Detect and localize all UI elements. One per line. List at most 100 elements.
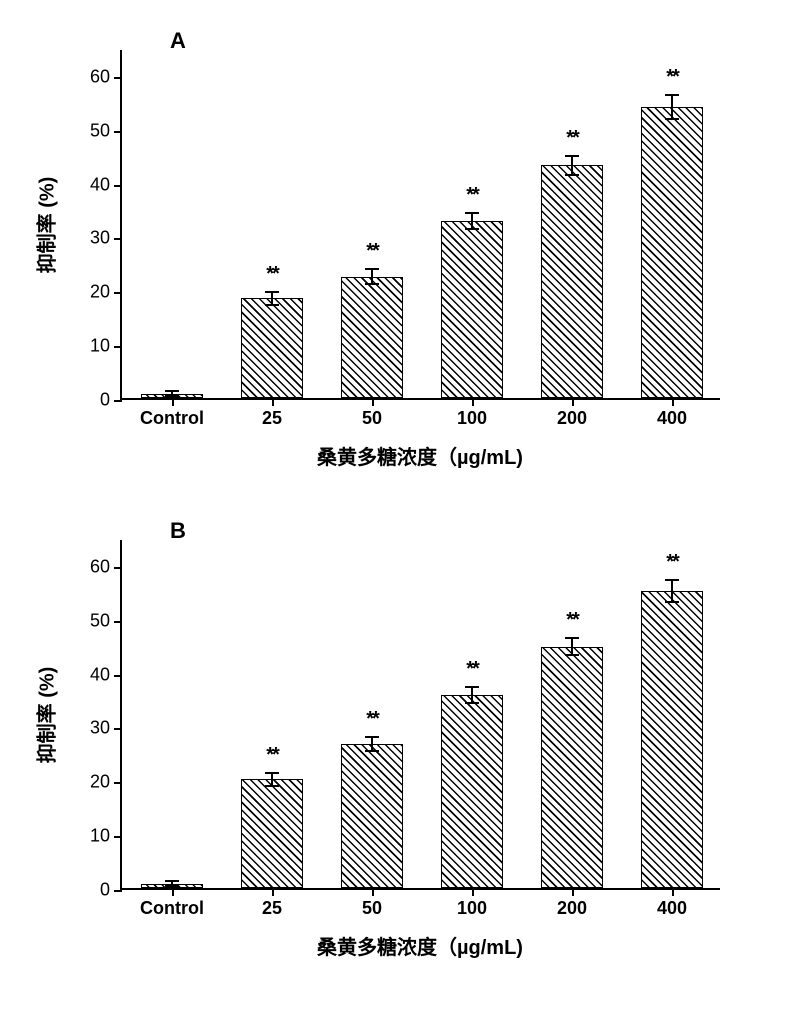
error-bar: [371, 269, 373, 284]
ylabel-A: 抑制率 (%): [31, 177, 60, 274]
bar-rect: [441, 221, 503, 398]
bar: **: [241, 298, 303, 398]
ylabel-B: 抑制率 (%): [31, 667, 60, 764]
error-cap-bottom: [265, 304, 279, 306]
error-cap-top: [565, 155, 579, 157]
xtick-label: Control: [140, 408, 204, 429]
error-cap-top: [265, 291, 279, 293]
xtick: [472, 888, 474, 896]
figure-container: A 0102030405060Control25**50**100**200**…: [20, 20, 774, 980]
error-cap-bottom: [165, 395, 179, 397]
ytick: [114, 292, 122, 294]
bar: **: [241, 779, 303, 888]
error-cap-top: [165, 880, 179, 882]
bar: [141, 394, 203, 398]
error-cap-bottom: [565, 654, 579, 656]
significance-marker: **: [466, 184, 478, 207]
error-cap-bottom: [365, 283, 379, 285]
error-bar: [571, 638, 573, 655]
bar: **: [641, 591, 703, 888]
ytick: [114, 890, 122, 892]
bar: **: [341, 744, 403, 888]
significance-marker: **: [366, 240, 378, 263]
plot-area-A: 0102030405060Control25**50**100**200**40…: [120, 50, 720, 400]
significance-marker: **: [566, 609, 578, 632]
significance-marker: **: [666, 551, 678, 574]
bar-rect: [341, 744, 403, 888]
error-cap-top: [665, 94, 679, 96]
xtick: [372, 888, 374, 896]
significance-marker: **: [266, 744, 278, 767]
error-bar: [571, 156, 573, 175]
xlabel-A: 桑黄多糖浓度（µg/mL): [317, 441, 523, 470]
ytick-label: 20: [72, 282, 110, 303]
error-cap-top: [165, 390, 179, 392]
bar: **: [541, 165, 603, 398]
significance-marker: **: [266, 263, 278, 286]
significance-marker: **: [466, 658, 478, 681]
xtick-label: 100: [457, 408, 487, 429]
error-cap-top: [365, 268, 379, 270]
error-cap-bottom: [465, 702, 479, 704]
xtick-label: 50: [362, 408, 382, 429]
error-cap-top: [465, 686, 479, 688]
error-cap-bottom: [665, 118, 679, 120]
error-cap-bottom: [265, 785, 279, 787]
error-bar: [471, 687, 473, 703]
error-cap-bottom: [465, 228, 479, 230]
bar-rect: [441, 695, 503, 888]
ytick: [114, 238, 122, 240]
error-cap-top: [565, 637, 579, 639]
bar: **: [341, 277, 403, 398]
ytick-label: 30: [72, 228, 110, 249]
ytick: [114, 621, 122, 623]
xtick-label: 100: [457, 898, 487, 919]
ytick-label: 0: [72, 880, 110, 901]
xtick: [572, 398, 574, 406]
ytick: [114, 77, 122, 79]
error-bar: [471, 213, 473, 229]
panel-B: B 0102030405060Control25**50**100**200**…: [20, 510, 774, 980]
ytick-label: 30: [72, 718, 110, 739]
ytick: [114, 567, 122, 569]
ytick-label: 60: [72, 66, 110, 87]
xtick: [172, 888, 174, 896]
error-cap-top: [365, 736, 379, 738]
error-cap-bottom: [665, 601, 679, 603]
error-cap-bottom: [365, 750, 379, 752]
xtick-label: 200: [557, 408, 587, 429]
ytick-label: 20: [72, 772, 110, 793]
ytick-label: 10: [72, 826, 110, 847]
ytick-label: 40: [72, 664, 110, 685]
error-bar: [371, 737, 373, 751]
plot-area-B: 0102030405060Control25**50**100**200**40…: [120, 540, 720, 890]
bar: **: [541, 647, 603, 888]
xtick: [272, 888, 274, 896]
xtick: [172, 398, 174, 406]
error-cap-bottom: [165, 885, 179, 887]
ytick: [114, 185, 122, 187]
bar-rect: [541, 165, 603, 398]
xtick-label: Control: [140, 898, 204, 919]
xtick: [672, 398, 674, 406]
significance-marker: **: [366, 708, 378, 731]
ytick: [114, 836, 122, 838]
significance-marker: **: [666, 66, 678, 89]
bar-rect: [641, 591, 703, 888]
ytick-label: 0: [72, 390, 110, 411]
error-cap-top: [265, 772, 279, 774]
xtick: [472, 398, 474, 406]
ytick-label: 10: [72, 336, 110, 357]
xlabel-B: 桑黄多糖浓度（µg/mL): [317, 931, 523, 960]
bar: **: [641, 107, 703, 398]
ytick: [114, 346, 122, 348]
xtick: [372, 398, 374, 406]
xtick-label: 25: [262, 898, 282, 919]
error-bar: [671, 580, 673, 602]
xtick-label: 200: [557, 898, 587, 919]
bar-rect: [241, 298, 303, 398]
xtick-label: 25: [262, 408, 282, 429]
xtick: [272, 398, 274, 406]
ytick-label: 50: [72, 610, 110, 631]
error-cap-bottom: [565, 174, 579, 176]
